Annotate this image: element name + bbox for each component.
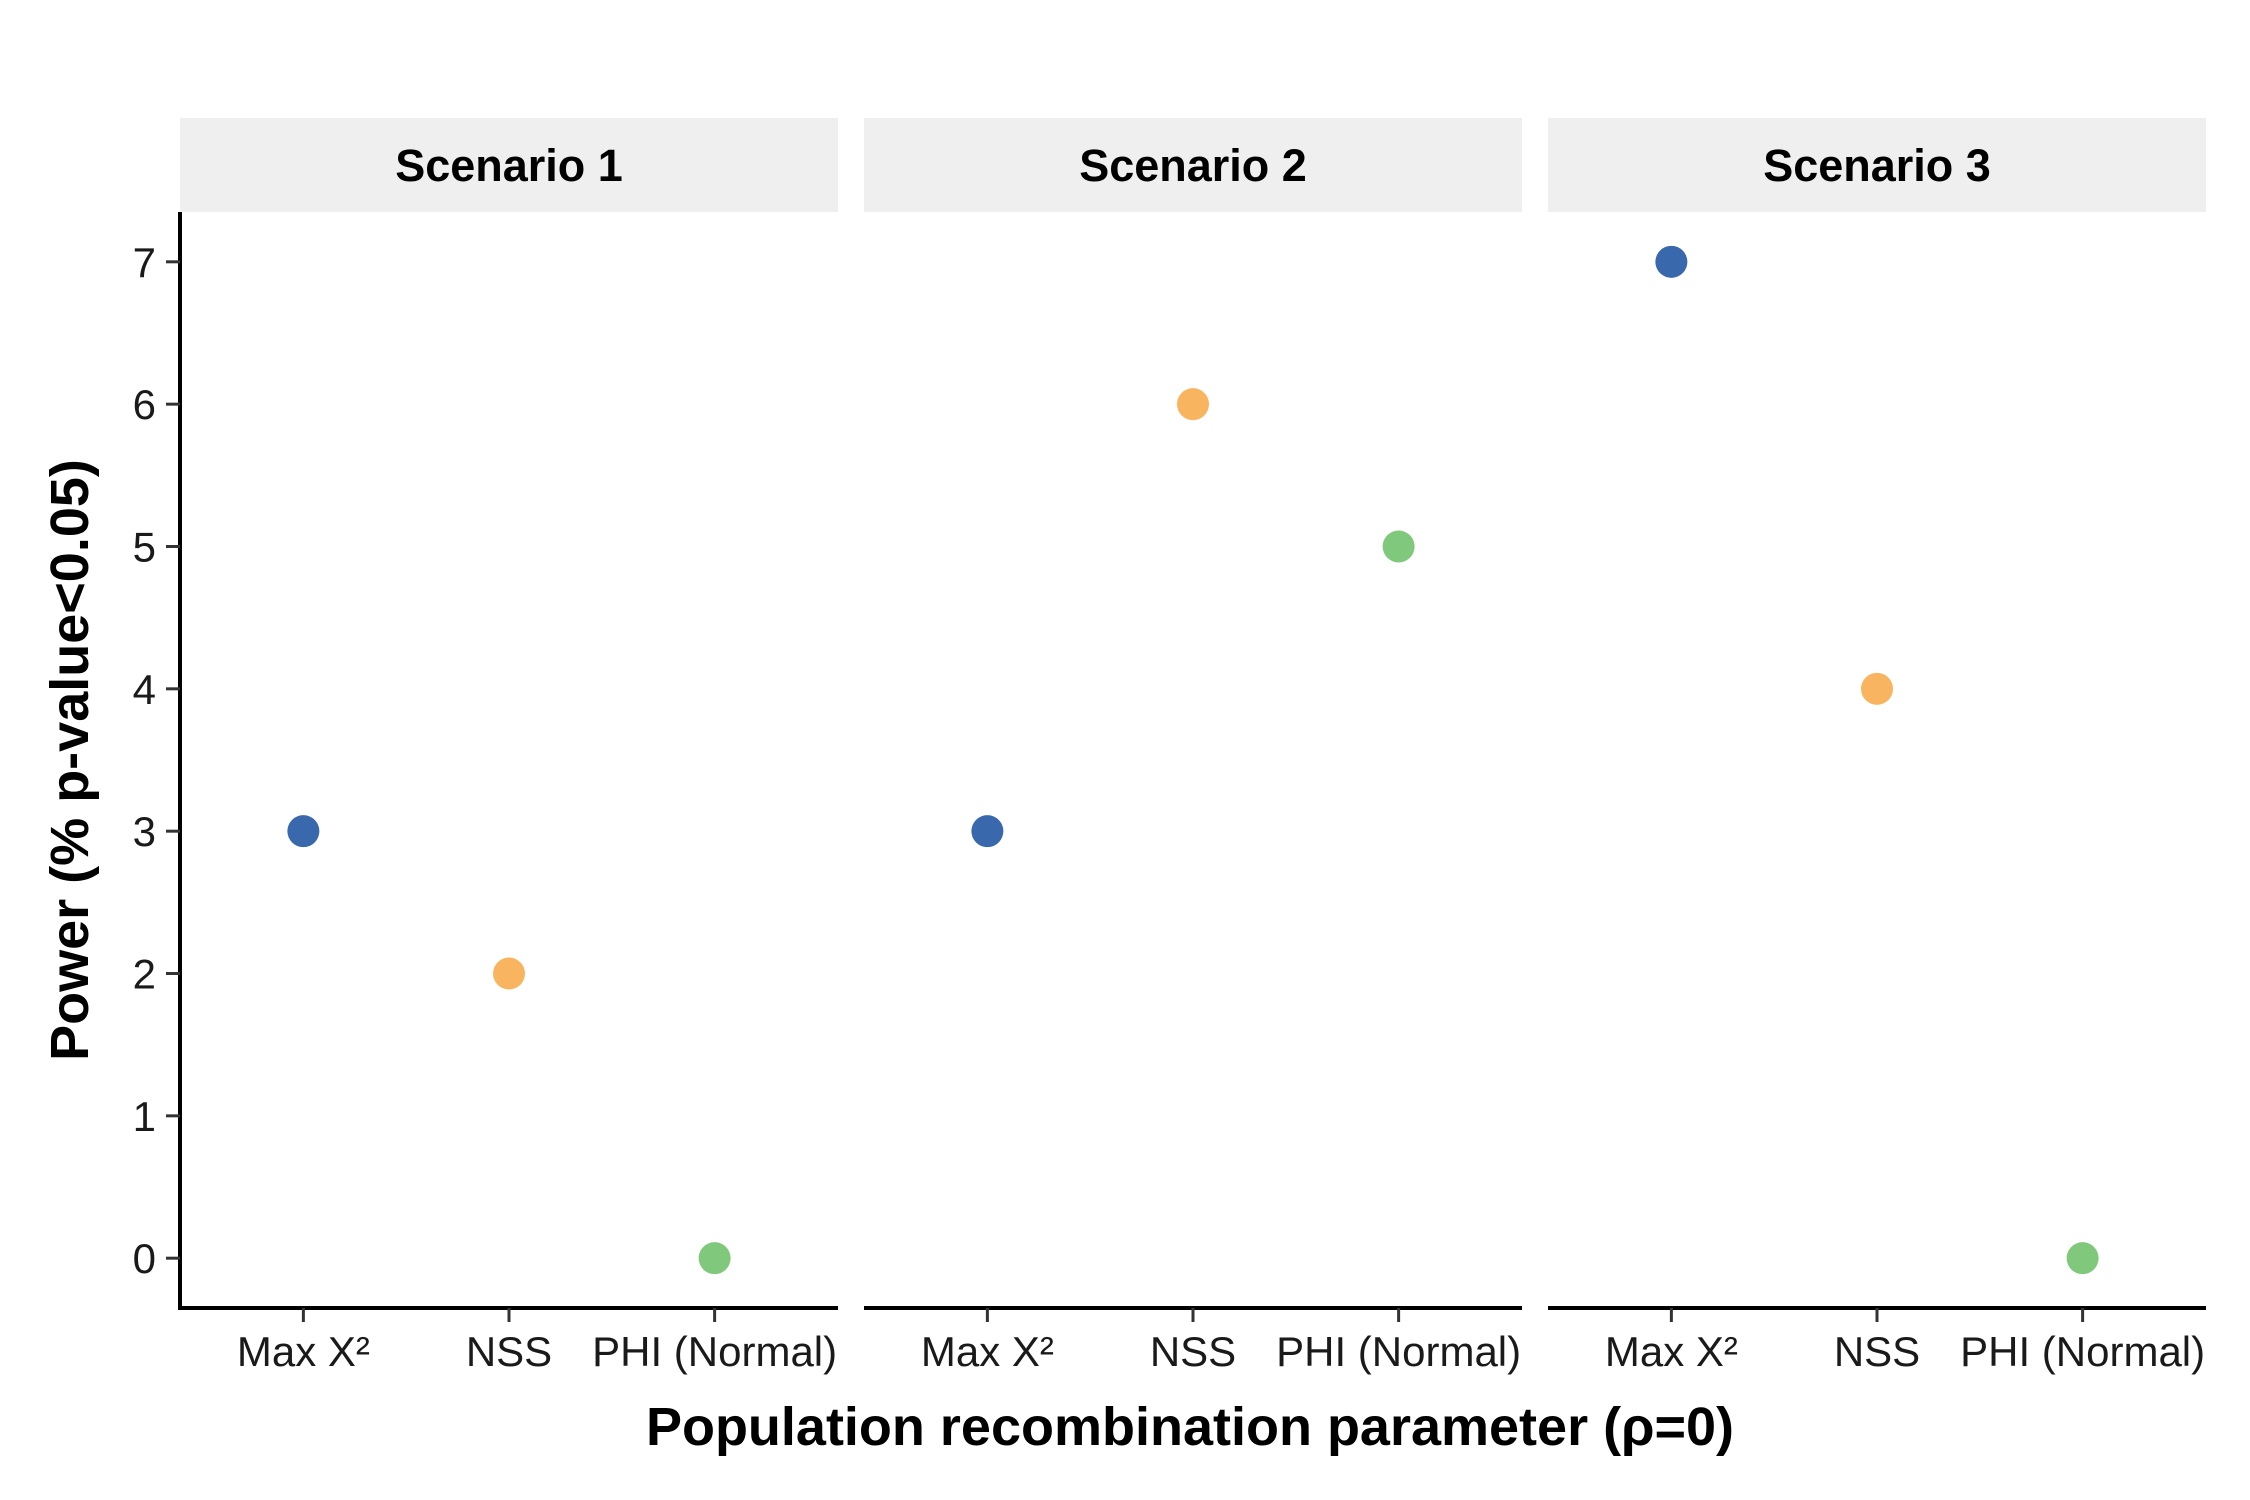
data-point-nss <box>493 957 525 990</box>
strip-background <box>1548 118 2206 212</box>
panel-1: Scenario 1 Max X² NSS PHI (Normal) <box>180 118 838 1375</box>
data-point-nss <box>1861 672 1893 705</box>
data-point-phi-normal <box>698 1242 731 1275</box>
strip-background <box>180 118 838 212</box>
data-point-max-x <box>287 815 320 848</box>
y-axis-title: Power (% p-value<0.05) <box>40 459 100 1061</box>
strip-background <box>864 118 1522 212</box>
y-tick-label: 7 <box>133 239 156 286</box>
y-tick-label: 5 <box>133 523 156 570</box>
x-tick-label: Max X² <box>237 1328 370 1375</box>
panel-3: Scenario 3 Max X² NSS PHI (Normal) <box>1548 118 2206 1375</box>
x-tick-label: PHI (Normal) <box>1276 1328 1521 1375</box>
panel-title: Scenario 2 <box>1079 140 1307 191</box>
data-point-phi-normal <box>1382 530 1415 563</box>
panel-title: Scenario 1 <box>395 140 623 191</box>
y-tick-label: 2 <box>133 951 156 998</box>
x-tick-label: NSS <box>1834 1328 1920 1375</box>
y-tick-label: 6 <box>133 381 156 428</box>
data-point-max-x <box>1655 245 1688 278</box>
x-tick-label: PHI (Normal) <box>592 1328 837 1375</box>
x-tick-label: Max X² <box>921 1328 1054 1375</box>
x-tick-label: NSS <box>466 1328 552 1375</box>
y-tick-label: 4 <box>133 666 156 713</box>
y-axis: 0 1 2 3 4 5 6 7 <box>133 212 182 1310</box>
y-tick-label: 3 <box>133 808 156 855</box>
data-point-max-x <box>971 815 1004 848</box>
y-tick-label: 0 <box>133 1235 156 1282</box>
x-tick-label: PHI (Normal) <box>1960 1328 2205 1375</box>
data-point-nss <box>1177 388 1209 421</box>
panel-2: Scenario 2 Max X² NSS PHI (Normal) <box>864 118 1522 1375</box>
data-point-phi-normal <box>2066 1242 2099 1275</box>
panel-title: Scenario 3 <box>1763 140 1991 191</box>
y-tick-label: 1 <box>133 1093 156 1140</box>
x-axis-title: Population recombination parameter (ρ=0) <box>646 1397 1734 1457</box>
x-tick-label: Max X² <box>1605 1328 1738 1375</box>
x-tick-label: NSS <box>1150 1328 1236 1375</box>
